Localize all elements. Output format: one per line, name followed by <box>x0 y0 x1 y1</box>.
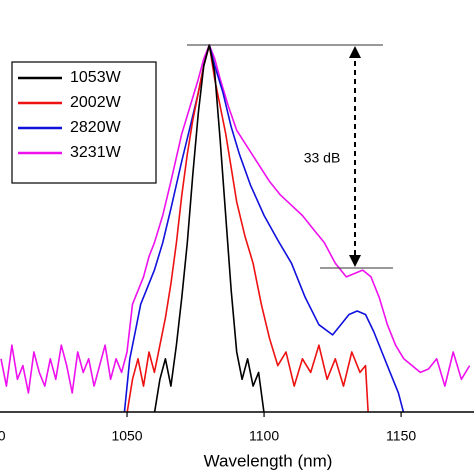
legend-label: 3231W <box>70 144 122 161</box>
x-tick-label: 1050 <box>111 428 142 444</box>
legend-label: 1053W <box>70 69 122 86</box>
x-tick-label: 1150 <box>386 428 416 444</box>
x-axis-label: Wavelength (nm) <box>204 451 333 470</box>
series-line <box>153 44 265 412</box>
plot-area <box>0 44 471 412</box>
series-line <box>123 44 405 412</box>
series-line <box>126 44 369 412</box>
legend-label: 2820W <box>70 119 122 136</box>
x-tick-label: 1000 <box>0 428 6 444</box>
legend-label: 2002W <box>70 94 122 111</box>
series-line <box>0 44 471 394</box>
annotation: 33 dB <box>304 150 341 166</box>
legend-box <box>11 61 157 184</box>
x-tick-label: 1100 <box>249 428 279 444</box>
